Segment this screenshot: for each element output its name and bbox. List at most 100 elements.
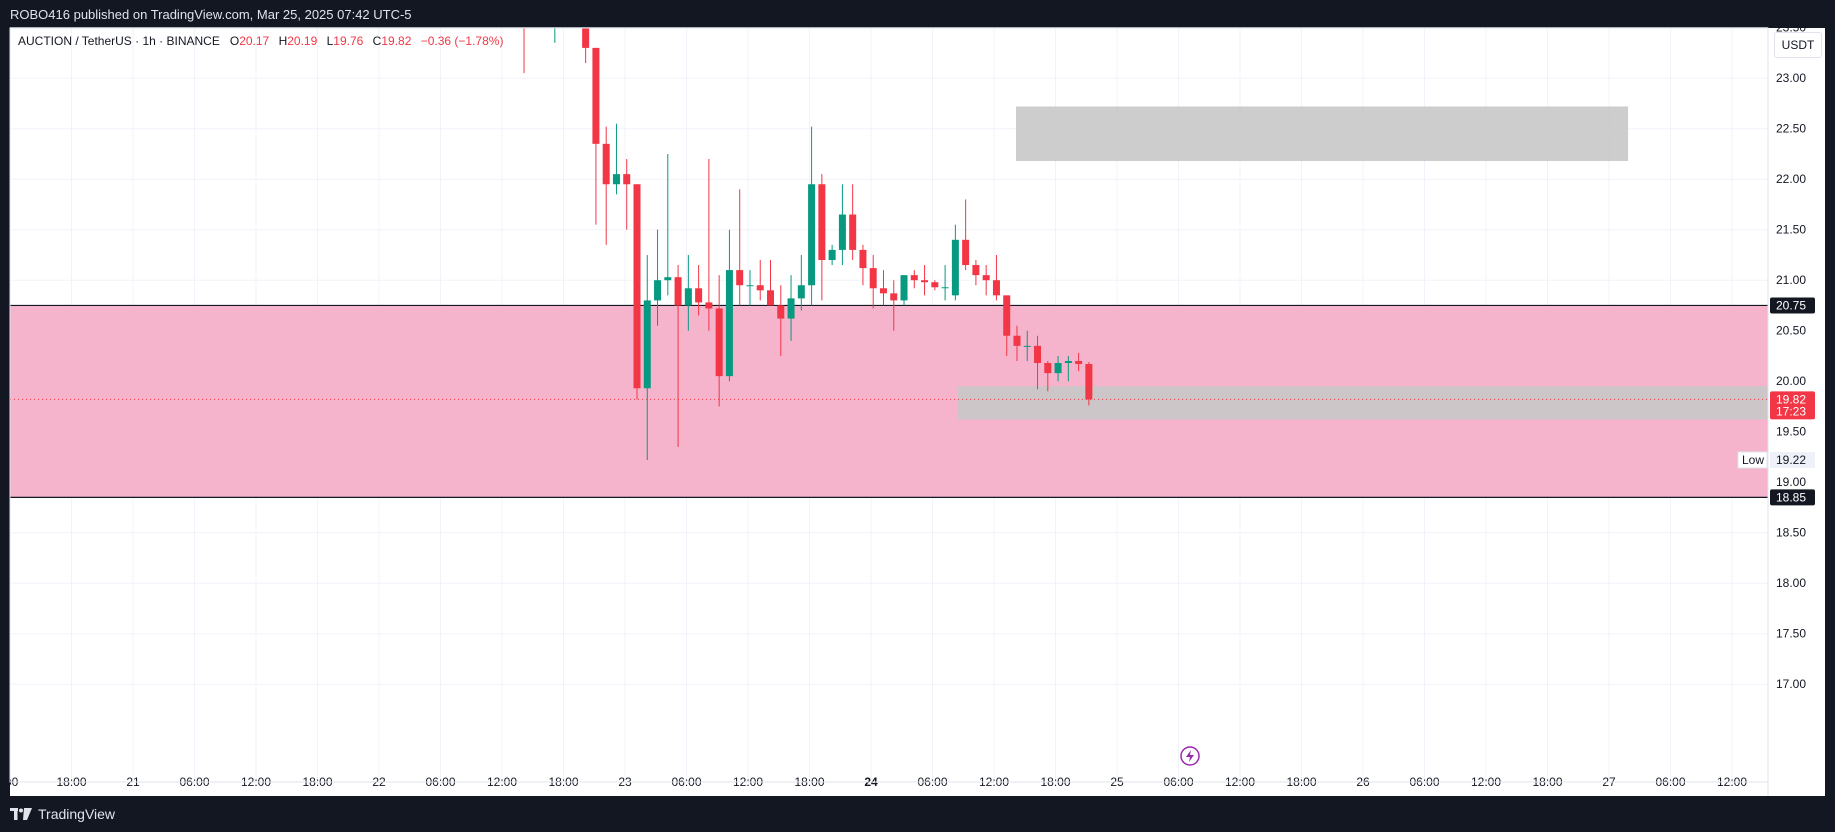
candle-body[interactable] bbox=[643, 300, 651, 389]
candle-body[interactable] bbox=[921, 280, 929, 283]
price-label-bg bbox=[1770, 297, 1815, 314]
price-label-18.85: 18.85 bbox=[1776, 490, 1806, 504]
candle-body[interactable] bbox=[1054, 363, 1062, 374]
y-tick-label: 21.00 bbox=[1776, 273, 1806, 287]
candle-body[interactable] bbox=[684, 288, 692, 306]
low-tag-label: Low bbox=[1742, 453, 1764, 467]
candle-body[interactable] bbox=[664, 277, 672, 281]
brand-label: TradingView bbox=[38, 806, 116, 822]
candle-body[interactable] bbox=[654, 280, 662, 301]
last-price-label-bg bbox=[1770, 391, 1815, 420]
candle-body[interactable] bbox=[521, 0, 528, 13]
high-value: 20.19 bbox=[287, 34, 318, 48]
candle-body[interactable] bbox=[756, 285, 764, 291]
bar-countdown-label: 17:23 bbox=[1776, 404, 1806, 418]
candle-body[interactable] bbox=[828, 249, 836, 260]
candles-group bbox=[521, 0, 1093, 460]
candle-body[interactable] bbox=[849, 214, 857, 250]
price-label-20.75: 20.75 bbox=[1776, 298, 1806, 312]
candle-body[interactable] bbox=[787, 298, 795, 319]
candle-body[interactable] bbox=[725, 270, 733, 377]
candle-body[interactable] bbox=[1023, 345, 1031, 347]
candle-body[interactable] bbox=[1044, 363, 1052, 374]
candle-body[interactable] bbox=[818, 184, 826, 260]
candle-body[interactable] bbox=[797, 285, 805, 299]
y-tick-label: 20.00 bbox=[1776, 374, 1806, 388]
candle-body[interactable] bbox=[972, 265, 980, 276]
symbol-name[interactable]: AUCTION / TetherUS · 1h · BINANCE bbox=[18, 34, 220, 48]
candle-body[interactable] bbox=[941, 287, 949, 289]
candle-body[interactable] bbox=[808, 184, 816, 286]
candle-body[interactable] bbox=[962, 239, 970, 266]
close-label: C bbox=[372, 34, 382, 48]
publisher-text: ROBO416 published on TradingView.com, Ma… bbox=[10, 7, 412, 22]
low-price-label: 19.22 bbox=[1776, 453, 1806, 467]
open-value: 20.17 bbox=[239, 34, 270, 48]
low-value: 19.76 bbox=[333, 34, 364, 48]
footer-bar: TradingView bbox=[0, 796, 1835, 832]
lightning-glyph bbox=[1186, 750, 1194, 762]
y-tick-label: 17.00 bbox=[1776, 677, 1806, 691]
publisher-bar: ROBO416 published on TradingView.com, Ma… bbox=[0, 0, 1835, 28]
high-label: H bbox=[278, 34, 288, 48]
y-tick-label: 20.50 bbox=[1776, 324, 1806, 338]
candle-body[interactable] bbox=[931, 282, 939, 288]
candle-body[interactable] bbox=[746, 285, 754, 287]
candle-body[interactable] bbox=[705, 302, 713, 309]
candle-body[interactable] bbox=[531, 0, 538, 13]
candle-body[interactable] bbox=[951, 239, 959, 296]
candle-body[interactable] bbox=[890, 293, 898, 301]
gray-zone-2 bbox=[957, 386, 1768, 420]
candle-body[interactable] bbox=[1064, 361, 1072, 364]
y-tick-label: 23.00 bbox=[1776, 71, 1806, 85]
candle-body[interactable] bbox=[695, 288, 703, 303]
candle-body[interactable] bbox=[582, 0, 590, 48]
y-tick-label: 23.50 bbox=[1776, 21, 1806, 35]
tradingview-logo[interactable]: TradingView bbox=[10, 806, 115, 822]
y-tick-label: 22.50 bbox=[1776, 122, 1806, 136]
candle-body[interactable] bbox=[1034, 345, 1042, 364]
candle-body[interactable] bbox=[859, 249, 867, 269]
candle-body[interactable] bbox=[982, 275, 990, 281]
candle-body[interactable] bbox=[602, 143, 610, 185]
open-label: O bbox=[229, 34, 240, 48]
gray-zone-1 bbox=[1015, 106, 1629, 162]
candle-body[interactable] bbox=[633, 184, 641, 389]
candle-body[interactable] bbox=[1013, 335, 1021, 346]
y-tick-label: 22.00 bbox=[1776, 172, 1806, 186]
y-tick-label: 18.00 bbox=[1776, 576, 1806, 590]
change-value: −0.36 (−1.78%) bbox=[420, 34, 504, 48]
low-tag-bg bbox=[1737, 451, 1768, 469]
low-label: L bbox=[326, 34, 334, 48]
close-value: 19.82 bbox=[381, 34, 412, 48]
tradingview-logo-icon bbox=[10, 808, 32, 820]
candle-body[interactable] bbox=[1075, 361, 1083, 365]
y-tick-label: 17.50 bbox=[1776, 627, 1806, 641]
y-tick-label: 21.50 bbox=[1776, 223, 1806, 237]
currency-unit-button[interactable]: USDT bbox=[1774, 32, 1822, 58]
y-tick-label: 19.50 bbox=[1776, 425, 1806, 439]
candle-body[interactable] bbox=[612, 174, 620, 185]
candle-body[interactable] bbox=[1085, 364, 1093, 400]
candle-body[interactable] bbox=[838, 214, 846, 250]
symbol-legend: AUCTION / TetherUS · 1h · BINANCE O20.17… bbox=[18, 34, 509, 48]
candle-body[interactable] bbox=[767, 290, 775, 306]
y-tick-label: 19.00 bbox=[1776, 475, 1806, 489]
candle-body[interactable] bbox=[715, 308, 723, 377]
last-price-label: 19.82 bbox=[1776, 392, 1806, 406]
low-price-label-bg bbox=[1770, 451, 1815, 468]
candle-body[interactable] bbox=[910, 275, 918, 281]
candle-body[interactable] bbox=[879, 288, 887, 294]
candle-body[interactable] bbox=[674, 277, 682, 306]
y-tick-label: 18.50 bbox=[1776, 526, 1806, 540]
candle-body[interactable] bbox=[869, 268, 877, 289]
candle-body[interactable] bbox=[623, 174, 631, 185]
candle-body[interactable] bbox=[900, 275, 908, 301]
candle-body[interactable] bbox=[777, 305, 785, 319]
candle-body[interactable] bbox=[592, 47, 600, 144]
price-label-bg bbox=[1770, 489, 1815, 506]
candle-body[interactable] bbox=[1003, 295, 1011, 336]
candle-body[interactable] bbox=[736, 270, 744, 286]
candle-body[interactable] bbox=[992, 280, 1000, 296]
